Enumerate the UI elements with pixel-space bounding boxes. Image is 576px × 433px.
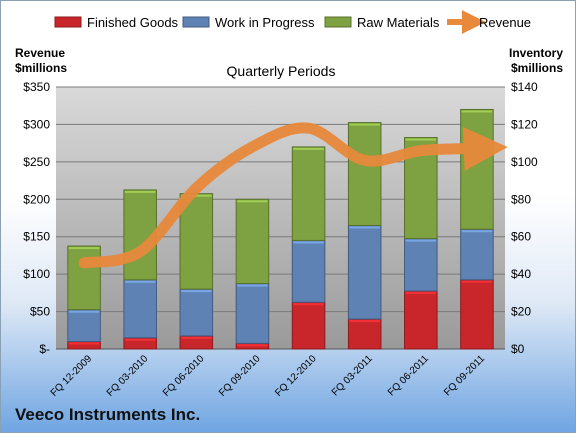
work-in-progress-bar-highlight — [461, 230, 493, 233]
plot-area — [56, 87, 505, 349]
raw-materials-bar — [347, 122, 382, 226]
legend-label: Raw Materials — [357, 15, 440, 30]
finished-goods-bar — [347, 318, 382, 350]
right-axis-title-line2: $millions — [511, 61, 563, 75]
x-tick-label: FQ 06-2010 — [161, 353, 207, 399]
finished-goods-bar — [291, 301, 326, 350]
work-in-progress-bar-highlight — [293, 241, 324, 244]
right-tick-label: $40 — [511, 267, 531, 281]
raw-materials-bar-highlight — [405, 138, 437, 141]
revenue-series — [78, 122, 508, 269]
finished-goods-bar-highlight — [68, 342, 100, 345]
left-tick-label: $150 — [23, 230, 50, 244]
finished-goods-bar-highlight — [181, 336, 212, 339]
left-axis-title-line1: Revenue — [15, 46, 65, 60]
left-tick-label: $300 — [23, 117, 50, 131]
right-tick-label: $140 — [511, 80, 538, 94]
finished-goods-bar — [460, 279, 494, 350]
left-tick-label: $250 — [23, 155, 50, 169]
left-axis-ticks: $- $50 $100 $150 $200 $250 $300 $350 — [23, 80, 50, 356]
raw-materials-bar-highlight — [461, 110, 493, 113]
x-tick-label: FQ 09-2011 — [442, 353, 487, 398]
x-axis-ticks: FQ 12-2009 FQ 03-2010 FQ 06-2010 FQ 09-2010… — [49, 353, 488, 399]
right-axis-ticks: $0 $20 $40 $60 $80 $100 $120 $140 — [511, 80, 538, 356]
work-in-progress-bar — [179, 288, 214, 337]
company-name: Veeco Instruments Inc. — [15, 405, 201, 424]
work-in-progress-bar-highlight — [237, 284, 268, 287]
left-tick-label: $350 — [23, 80, 50, 94]
x-tick-label: FQ 09-2010 — [217, 353, 263, 399]
x-tick-label: FQ 06-2011 — [386, 353, 431, 398]
legend-swatch — [54, 16, 82, 28]
chart-title: Quarterly Periods — [227, 63, 336, 79]
finished-goods-bar-highlight — [237, 344, 268, 347]
raw-materials-bar — [291, 146, 326, 241]
raw-materials-bar-highlight — [349, 123, 380, 126]
x-tick-label: FQ 03-2010 — [105, 353, 151, 399]
left-tick-label: $- — [39, 342, 50, 356]
right-axis-title-line1: Inventory — [509, 46, 563, 60]
left-tick-label: $50 — [30, 305, 50, 319]
chart-legend: Finished Goods Work in Progress Raw Materi… — [54, 10, 531, 34]
raw-materials-bar-highlight — [237, 200, 268, 203]
finished-goods-bar-highlight — [405, 291, 437, 294]
finished-goods-bar-highlight — [461, 280, 493, 283]
work-in-progress-bar-highlight — [349, 226, 380, 229]
work-in-progress-bar — [347, 224, 382, 320]
left-tick-label: $200 — [23, 192, 50, 206]
x-tick-label: FQ 12-2010 — [273, 353, 319, 399]
finished-goods-bar-highlight — [349, 320, 380, 323]
legend-swatch — [182, 16, 210, 28]
legend-label: Work in Progress — [215, 15, 315, 30]
raw-materials-bar-highlight — [68, 247, 100, 250]
x-tick-label: FQ 12-2009 — [49, 353, 95, 399]
right-tick-label: $0 — [511, 342, 525, 356]
left-tick-label: $100 — [23, 267, 50, 281]
work-in-progress-bar-highlight — [405, 239, 437, 242]
right-tick-label: $20 — [511, 305, 531, 319]
revenue-line — [78, 122, 508, 269]
work-in-progress-bar — [123, 279, 157, 339]
raw-materials-bar — [67, 245, 101, 311]
raw-materials-bar — [179, 193, 214, 290]
legend-swatch — [324, 16, 352, 28]
work-in-progress-bar-highlight — [68, 310, 100, 313]
finished-goods-bar-highlight — [293, 303, 324, 306]
raw-materials-bar — [460, 108, 494, 230]
right-tick-label: $100 — [511, 155, 538, 169]
left-axis-title-line2: $millions — [15, 61, 67, 75]
right-tick-label: $60 — [511, 230, 531, 244]
raw-materials-bar-highlight — [124, 190, 156, 193]
legend-label: Revenue — [479, 15, 531, 30]
right-tick-label: $120 — [511, 117, 538, 131]
work-in-progress-bar — [404, 238, 438, 292]
work-in-progress-bar — [460, 228, 494, 281]
work-in-progress-bar-highlight — [124, 280, 156, 283]
raw-materials-bar-highlight — [293, 147, 324, 150]
work-in-progress-bar — [235, 283, 270, 344]
raw-materials-bar — [235, 198, 270, 285]
x-tick-label: FQ 03-2011 — [330, 353, 375, 398]
finished-goods-bar-highlight — [124, 338, 156, 341]
bars — [67, 108, 494, 350]
finished-goods-bar — [404, 290, 438, 350]
right-tick-label: $80 — [511, 192, 531, 206]
work-in-progress-bar-highlight — [181, 290, 212, 293]
work-in-progress-bar — [291, 239, 326, 303]
legend-label: Finished Goods — [87, 15, 179, 30]
work-in-progress-bar — [67, 309, 101, 343]
